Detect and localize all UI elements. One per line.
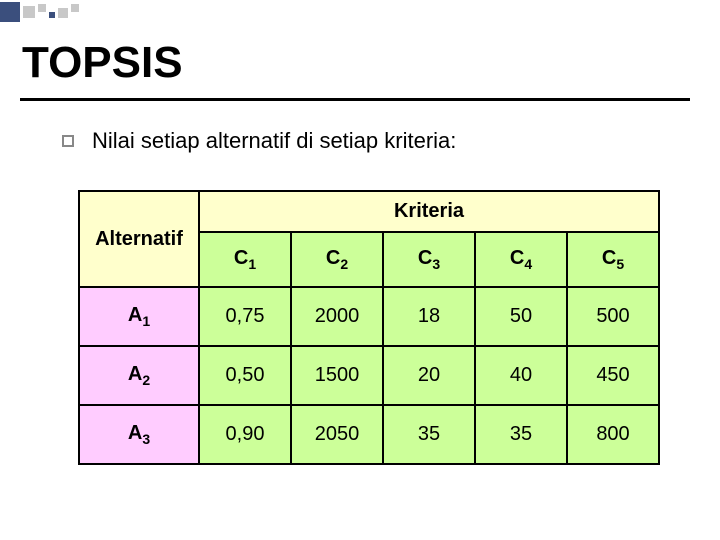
col-header-c3: C3 <box>383 232 475 287</box>
col-header-c4: C4 <box>475 232 567 287</box>
bullet-icon <box>62 135 74 147</box>
page-title: TOPSIS <box>22 38 183 88</box>
cell: 0,50 <box>199 346 291 405</box>
table-row: A1 0,75 2000 18 50 500 <box>79 287 659 346</box>
cell: 35 <box>383 405 475 464</box>
cell: 18 <box>383 287 475 346</box>
title-underline <box>20 98 690 101</box>
table-row: A2 0,50 1500 20 40 450 <box>79 346 659 405</box>
cell: 0,75 <box>199 287 291 346</box>
subtitle-text: Nilai setiap alternatif di setiap kriter… <box>92 128 456 154</box>
cell: 20 <box>383 346 475 405</box>
cell: 500 <box>567 287 659 346</box>
cell: 450 <box>567 346 659 405</box>
cell: 50 <box>475 287 567 346</box>
row-header-a2: A2 <box>79 346 199 405</box>
cell: 40 <box>475 346 567 405</box>
col-header-c5: C5 <box>567 232 659 287</box>
row-header-a3: A3 <box>79 405 199 464</box>
table-row: A3 0,90 2050 35 35 800 <box>79 405 659 464</box>
col-header-c2: C2 <box>291 232 383 287</box>
cell: 1500 <box>291 346 383 405</box>
criteria-group-header: Kriteria <box>199 191 659 232</box>
cell: 35 <box>475 405 567 464</box>
slide-decoration <box>0 0 82 26</box>
cell: 800 <box>567 405 659 464</box>
cell: 0,90 <box>199 405 291 464</box>
subtitle-row: Nilai setiap alternatif di setiap kriter… <box>62 128 456 154</box>
criteria-table: Alternatif Kriteria C1 C2 C3 C4 C5 A1 0,… <box>78 190 660 465</box>
row-header-a1: A1 <box>79 287 199 346</box>
cell: 2050 <box>291 405 383 464</box>
col-header-c1: C1 <box>199 232 291 287</box>
cell: 2000 <box>291 287 383 346</box>
corner-header: Alternatif <box>79 191 199 287</box>
